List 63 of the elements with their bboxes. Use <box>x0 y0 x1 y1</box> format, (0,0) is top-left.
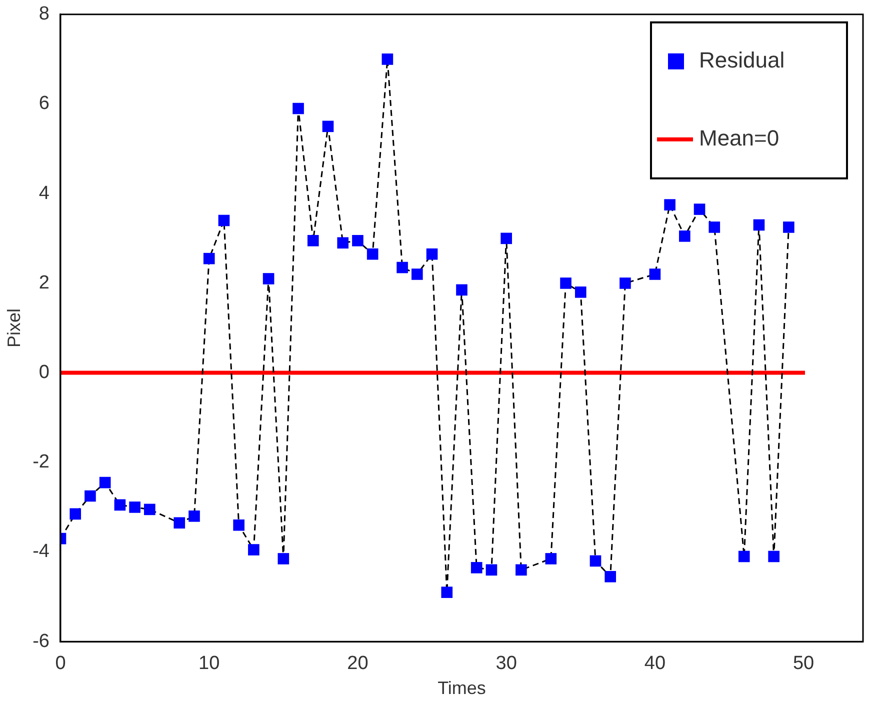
point <box>604 570 616 582</box>
legend-label: Residual <box>699 47 785 72</box>
y-tick-label: -6 <box>32 630 50 652</box>
point <box>84 490 96 502</box>
point <box>233 519 244 531</box>
point <box>738 550 750 562</box>
point <box>70 508 82 520</box>
point <box>753 219 765 231</box>
point <box>337 237 349 249</box>
point <box>649 268 661 280</box>
x-tick-label: 50 <box>792 653 814 674</box>
point <box>307 234 319 246</box>
y-tick-label: -2 <box>32 452 50 473</box>
point <box>129 502 140 513</box>
point <box>248 544 260 556</box>
point <box>694 204 706 215</box>
point <box>262 273 274 284</box>
point <box>396 262 408 274</box>
point <box>292 102 304 114</box>
point <box>545 553 557 564</box>
x-tick-label: 20 <box>347 653 368 674</box>
point <box>768 550 780 562</box>
point <box>174 517 186 529</box>
point <box>114 499 126 511</box>
point <box>426 248 438 260</box>
point <box>412 268 423 280</box>
point <box>679 230 690 242</box>
point <box>218 214 230 226</box>
point <box>144 504 156 516</box>
x-tick-label: 30 <box>496 653 517 674</box>
point <box>486 564 498 576</box>
point <box>500 232 512 244</box>
point <box>99 476 111 488</box>
point <box>188 510 200 522</box>
point <box>366 248 378 260</box>
y-tick-label: -4 <box>32 541 50 562</box>
point <box>382 54 394 65</box>
point <box>456 284 468 296</box>
x-axis-title: Times <box>438 678 486 698</box>
point <box>516 564 527 576</box>
point <box>470 562 482 574</box>
point <box>708 222 720 233</box>
point <box>441 586 453 598</box>
point <box>783 222 794 233</box>
y-tick-label: 0 <box>38 362 50 384</box>
point <box>560 278 572 289</box>
legend-label: Mean=0 <box>699 125 780 150</box>
point <box>278 553 290 564</box>
point <box>620 278 631 289</box>
point <box>203 252 215 264</box>
y-tick-label: 2 <box>38 272 50 294</box>
point <box>590 555 602 567</box>
point <box>352 234 364 246</box>
y-tick-label: 4 <box>38 182 50 204</box>
point <box>664 199 676 210</box>
y-tick-label: 6 <box>38 93 50 114</box>
x-tick-label: 0 <box>55 653 66 674</box>
y-axis-title: Pixel <box>4 308 24 348</box>
x-tick-label: 40 <box>644 653 666 674</box>
x-tick-label: 10 <box>198 653 220 674</box>
y-tick-label: 8 <box>38 4 50 25</box>
point <box>322 120 334 132</box>
point <box>574 286 586 298</box>
